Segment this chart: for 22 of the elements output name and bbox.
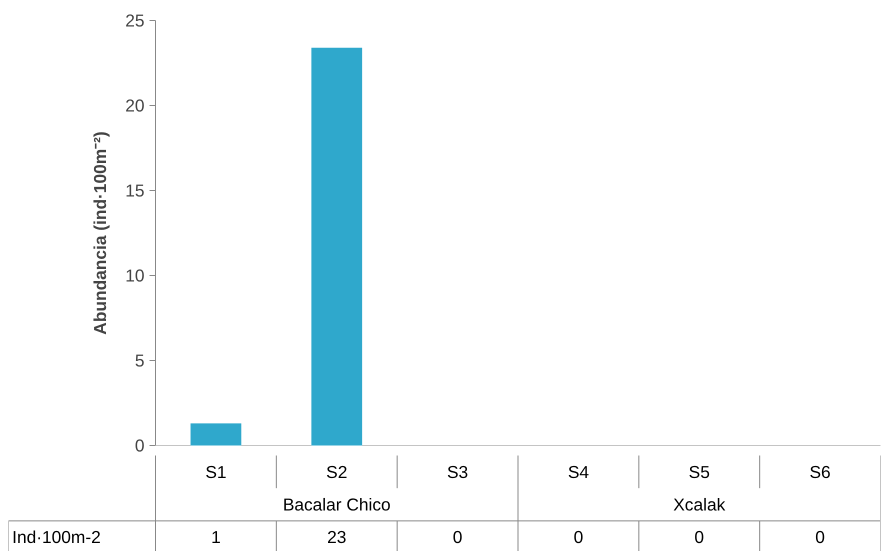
text: Bacalar Chico	[282, 494, 391, 514]
data-label: 0	[574, 527, 584, 548]
y-tick-label: 10	[125, 266, 145, 286]
x-tick-label: S4	[568, 462, 590, 482]
x-tick-label: S6	[809, 462, 831, 482]
data-label: 0	[694, 527, 704, 548]
x-tick-label: S3	[446, 462, 468, 482]
data-label: 23	[327, 527, 346, 548]
text: Xcalak	[673, 494, 726, 514]
y-tick-label: 20	[125, 96, 145, 116]
y-tick-label: 25	[125, 10, 145, 30]
data-label: 0	[815, 527, 825, 548]
x-tick-label: S1	[205, 462, 227, 482]
y-axis-title: Abundancia (ind·100m⁻²)	[90, 131, 110, 335]
x-tick-label: S2	[326, 462, 348, 482]
text: Ind·100m-2	[12, 527, 101, 548]
y-tick-label: 0	[134, 436, 145, 456]
data-label: 1	[211, 527, 221, 548]
x-tick-label: S5	[688, 462, 710, 482]
data-label: 0	[452, 527, 462, 548]
y-tick-label: 5	[134, 350, 145, 370]
y-tick-label: 15	[125, 180, 145, 200]
